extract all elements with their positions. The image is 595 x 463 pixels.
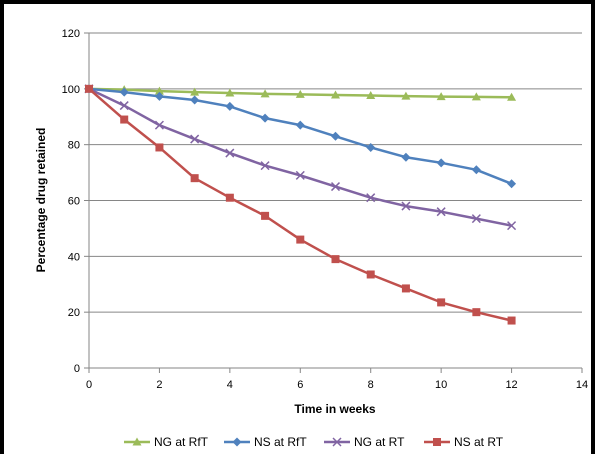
data-point <box>119 87 129 97</box>
data-point <box>366 270 375 279</box>
data-point <box>225 101 235 111</box>
data-point <box>507 221 517 231</box>
legend-label: NS at RfT <box>254 435 307 449</box>
legend-label: NG at RfT <box>154 435 209 449</box>
data-point <box>190 95 200 105</box>
data-point <box>260 161 270 171</box>
x-tick-label: 4 <box>227 379 233 391</box>
data-point <box>436 207 446 217</box>
data-point <box>401 152 411 162</box>
data-point <box>260 113 270 123</box>
legend-marker <box>132 437 142 446</box>
data-point <box>437 298 446 307</box>
y-tick-label: 80 <box>68 140 80 152</box>
legend: NG at RfT NS at RfT NG at RT NS at RT <box>124 435 504 449</box>
legend-item: NG at RfT <box>124 435 209 449</box>
x-tick-label: 2 <box>156 379 162 391</box>
y-axis-title: Percentage drug retained <box>34 128 48 273</box>
series-3 <box>85 84 516 325</box>
data-point <box>154 120 164 130</box>
data-point <box>472 308 481 317</box>
data-point <box>295 89 305 98</box>
y-tick-label: 120 <box>62 28 80 40</box>
axes <box>84 32 583 373</box>
data-point <box>330 182 341 192</box>
x-tick-label: 6 <box>297 379 303 391</box>
y-tick-label: 100 <box>62 84 80 96</box>
data-point <box>295 170 305 180</box>
data-point <box>436 92 446 101</box>
data-point <box>507 179 517 189</box>
data-point <box>366 193 376 203</box>
x-axis-title: Time in weeks <box>294 402 375 416</box>
data-point <box>225 148 235 158</box>
data-point <box>261 211 270 220</box>
gridlines <box>89 32 582 313</box>
data-point <box>366 142 376 152</box>
data-point <box>154 86 164 95</box>
data-point <box>225 193 234 202</box>
data-point <box>190 174 199 183</box>
data-point <box>507 92 517 101</box>
series-line <box>88 87 512 227</box>
data-point <box>401 91 411 100</box>
data-point <box>471 165 481 175</box>
data-point <box>295 120 305 130</box>
x-tick-label: 12 <box>505 379 517 391</box>
data-point <box>154 91 164 101</box>
data-point <box>120 115 129 124</box>
tick-labels: 0 20 40 60 80 100 120 0 2 4 6 8 10 12 14 <box>62 28 588 391</box>
data-point <box>296 235 305 244</box>
legend-item: NS at RT <box>424 435 504 449</box>
y-tick-label: 20 <box>68 307 80 319</box>
legend-marker <box>433 438 441 446</box>
y-tick-label: 60 <box>68 196 80 208</box>
data-point <box>471 92 481 101</box>
legend-label: NS at RT <box>454 435 504 449</box>
data-point <box>471 214 481 224</box>
line-chart: 0 20 40 60 80 100 120 0 2 4 6 8 10 12 14 Time in weeks… <box>34 28 588 449</box>
x-tick-label: 14 <box>576 379 588 391</box>
data-point <box>507 316 516 325</box>
legend-label: NG at RT <box>354 435 405 449</box>
data-point <box>155 143 164 152</box>
data-point <box>436 158 446 168</box>
legend-item: NS at RfT <box>224 435 307 449</box>
data-point <box>366 91 376 100</box>
data-point <box>331 90 340 99</box>
series-lines <box>84 84 517 325</box>
y-tick-label: 0 <box>74 363 80 375</box>
y-tick-label: 40 <box>68 251 80 263</box>
data-point <box>260 89 270 98</box>
data-point <box>331 255 340 264</box>
series-0 <box>84 84 517 101</box>
data-point <box>190 87 200 96</box>
x-tick-label: 0 <box>86 379 92 391</box>
data-point <box>119 101 129 111</box>
legend-item: NG at RT <box>324 435 405 449</box>
series-2 <box>84 84 517 231</box>
data-point <box>401 284 410 293</box>
series-line <box>88 87 513 185</box>
x-tick-label: 10 <box>435 379 447 391</box>
data-point <box>190 134 200 144</box>
series-1 <box>84 84 517 189</box>
data-point <box>225 88 235 97</box>
data-point <box>401 201 411 211</box>
legend-marker <box>232 437 242 447</box>
legend-marker <box>332 437 342 447</box>
x-tick-label: 8 <box>368 379 374 391</box>
data-point <box>331 131 340 141</box>
data-point <box>85 84 93 93</box>
